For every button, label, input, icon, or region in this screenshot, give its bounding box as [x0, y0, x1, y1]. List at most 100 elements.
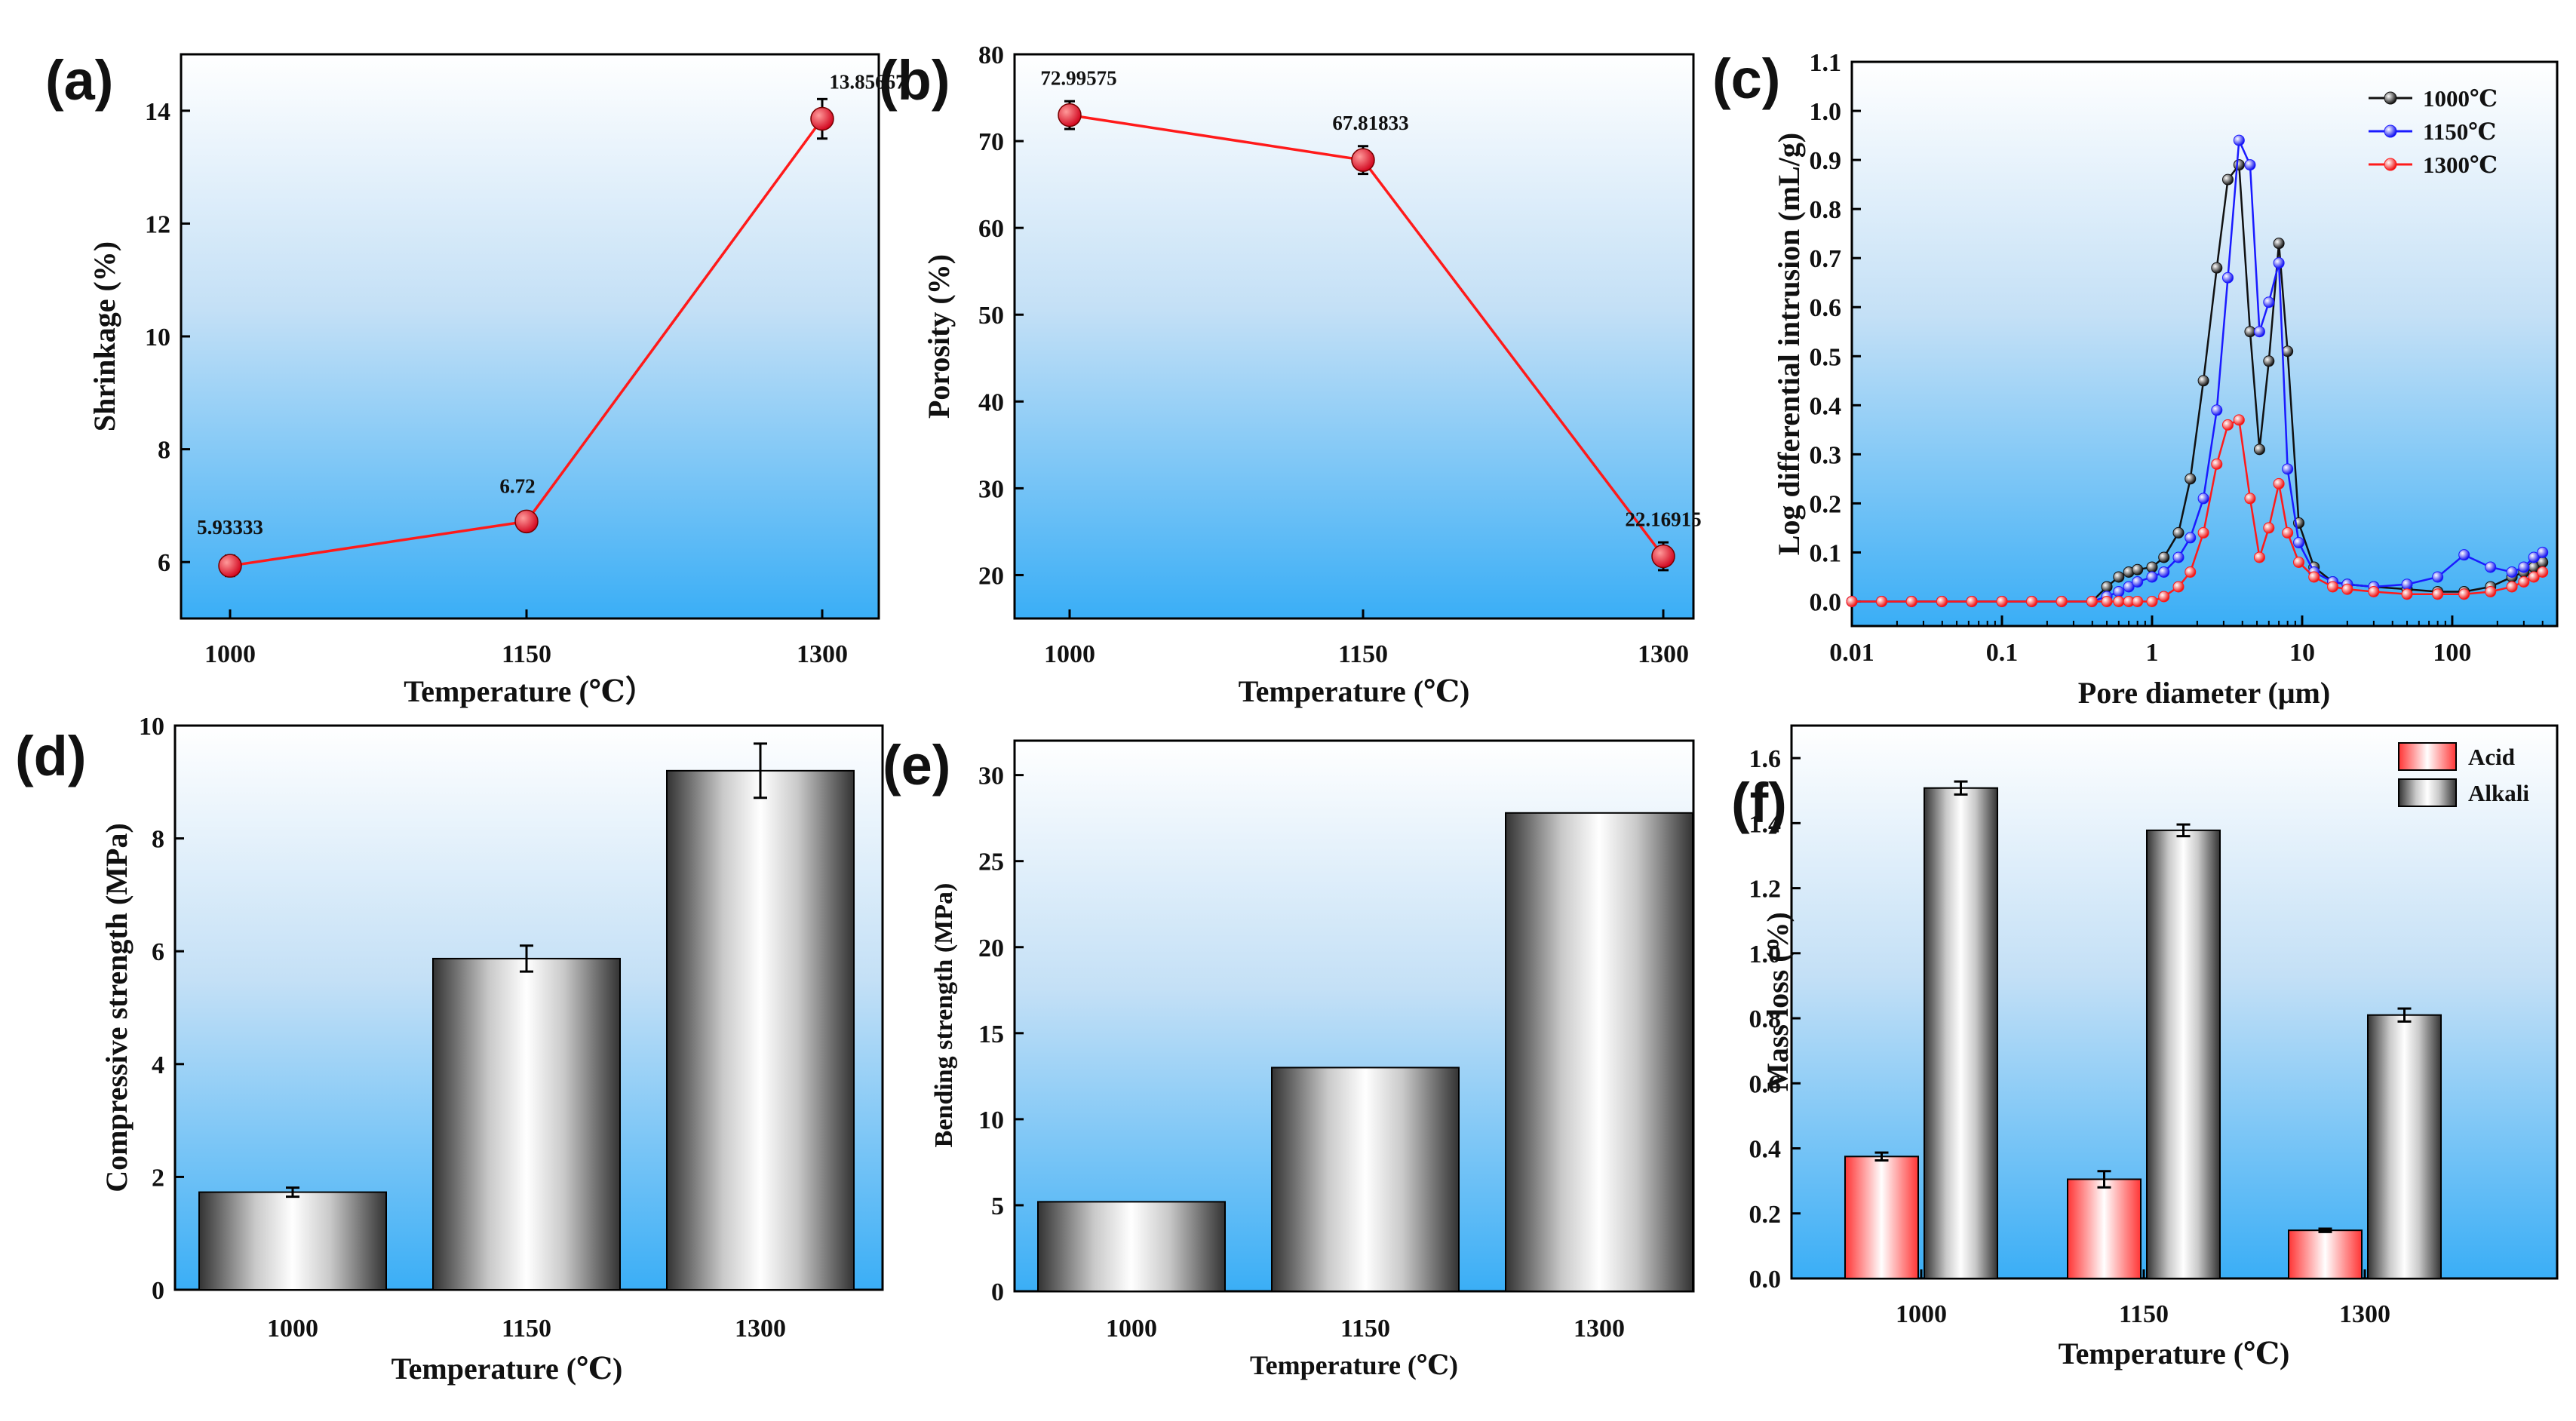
data-point-c-2	[2485, 585, 2497, 597]
y-tick-label-d: 8	[152, 826, 164, 854]
data-label-a-2: 13.85667	[829, 71, 905, 94]
data-point-c-1	[2263, 296, 2275, 308]
data-point-c-2	[2263, 522, 2275, 534]
data-point-c-1	[2253, 326, 2265, 338]
data-point-c-0	[2132, 563, 2144, 575]
y-tick-label-b: 20	[978, 562, 1004, 590]
data-marks-a: 5.93333 6.72 13.85667	[197, 71, 906, 578]
y-tick-label-d: 0	[152, 1277, 164, 1305]
data-point-c-1	[2197, 493, 2209, 505]
legend-c: 1000℃ 1150℃ 1300℃	[2369, 85, 2498, 178]
y-tick-label-f: 1.6	[1749, 745, 1782, 773]
legend-marker-c-2	[2384, 158, 2397, 171]
y-tick-label-b: 40	[978, 388, 1004, 416]
y-tick-labels-a: 6 8 10 12 14	[145, 98, 190, 577]
data-point-c-1	[2146, 571, 2158, 583]
plot-area-a	[180, 53, 880, 620]
data-point-c-2	[2233, 414, 2245, 426]
y-axis-label-c: Log differential intrusion (mL/g)	[1772, 133, 1806, 555]
data-point-c-2	[1936, 595, 1948, 607]
data-point-c-1	[2518, 561, 2530, 573]
bar-e-0	[1037, 1201, 1226, 1292]
data-point-c-0	[2263, 355, 2275, 367]
y-tick-label-a: 12	[145, 210, 170, 238]
legend-swatch-f-1	[2398, 778, 2457, 807]
y-tick-label-b: 80	[978, 41, 1004, 69]
data-point-c-2	[2221, 419, 2234, 431]
data-point-c-0	[2253, 443, 2265, 456]
data-point-c-0	[2273, 238, 2285, 250]
y-tick-label-e: 0	[991, 1278, 1004, 1306]
legend-marker-c-0	[2384, 91, 2397, 105]
y-tick-label-a: 6	[158, 549, 170, 577]
legend-label-c-1: 1150℃	[2423, 118, 2496, 145]
data-point-c-2	[1846, 595, 1858, 607]
y-tick-label-b: 30	[978, 475, 1004, 503]
x-tick-labels-b: 1000 1150 1300	[1044, 609, 1689, 668]
data-point-c-1	[2293, 536, 2305, 548]
data-point-c-2	[1996, 595, 2008, 607]
data-point-c-1	[2233, 134, 2245, 146]
data-point-c-2	[2146, 595, 2158, 607]
data-point-c-2	[2172, 581, 2185, 593]
data-point-c-1	[2132, 575, 2144, 588]
panel-label-d: (d)	[15, 725, 87, 787]
data-point-c-2	[2244, 493, 2256, 505]
x-tick-label-d: 1150	[502, 1315, 551, 1343]
data-point-c-2	[2185, 566, 2197, 578]
data-point-c-2	[1905, 595, 1917, 607]
data-point-c-2	[2293, 556, 2305, 568]
data-point-c-1	[2172, 551, 2185, 563]
y-tick-labels-b: 20 30 40 50 60 70 80	[978, 41, 1024, 590]
bar-f-0-2	[2288, 1229, 2363, 1280]
data-point-c-2	[2341, 583, 2353, 595]
x-tick-label-e: 1150	[1340, 1315, 1390, 1343]
data-point-a-0	[218, 554, 242, 578]
x-tick-label-f: 1150	[2119, 1300, 2169, 1328]
data-point-c-0	[2113, 571, 2125, 583]
data-point-c-2	[2101, 595, 2113, 607]
x-tick-label-c: 0.01	[1829, 639, 1874, 667]
data-point-c-0	[2244, 326, 2256, 338]
data-point-c-2	[2518, 575, 2530, 588]
plot-area-c	[1850, 60, 2559, 628]
data-point-c-1	[2244, 159, 2256, 171]
data-point-c-0	[2146, 561, 2158, 573]
data-point-c-1	[2485, 561, 2497, 573]
data-point-c-0	[2158, 551, 2170, 563]
data-marks-b: 72.99575 67.81833 22.16915	[1040, 67, 1702, 572]
y-tick-label-f: 0.6	[1749, 1070, 1782, 1098]
data-label-b-2: 22.16915	[1625, 508, 1701, 530]
panel-label-c: (c)	[1712, 48, 1780, 110]
x-tick-label-e: 1300	[1574, 1315, 1625, 1343]
y-tick-label-c: 0.2	[1810, 490, 1842, 518]
y-tick-label-b: 70	[978, 128, 1004, 156]
y-tick-label-a: 10	[145, 324, 170, 351]
y-tick-label-c: 0.5	[1810, 343, 1842, 371]
y-tick-label-b: 50	[978, 302, 1004, 330]
y-tick-label-e: 20	[978, 935, 1004, 962]
y-tick-label-e: 5	[991, 1192, 1004, 1220]
x-tick-labels-d: 1000 1150 1300	[267, 1281, 786, 1343]
x-tick-label-c: 0.1	[1986, 639, 2019, 667]
legend-marker-c-1	[2384, 124, 2397, 138]
y-tick-label-c: 0.6	[1810, 294, 1842, 322]
data-point-c-2	[2056, 595, 2068, 607]
data-point-c-0	[2101, 581, 2113, 593]
data-point-c-0	[2282, 345, 2294, 358]
y-tick-labels-e: 0 5 10 15 20 25 30	[978, 763, 1024, 1306]
x-tick-label-b: 1000	[1044, 640, 1095, 668]
y-tick-label-e: 15	[978, 1020, 1004, 1048]
data-point-c-2	[2282, 526, 2294, 539]
data-point-c-2	[2132, 595, 2144, 607]
y-tick-label-f: 1.0	[1749, 941, 1782, 968]
data-point-c-1	[2113, 585, 2125, 597]
x-tick-label-e: 1000	[1106, 1315, 1157, 1343]
data-point-c-1	[2158, 566, 2170, 578]
panel-label-e: (e)	[883, 734, 950, 796]
data-point-c-0	[2185, 473, 2197, 485]
plot-area-b	[1013, 53, 1695, 620]
y-tick-label-c: 0.8	[1810, 196, 1842, 224]
data-point-c-2	[2253, 551, 2265, 563]
